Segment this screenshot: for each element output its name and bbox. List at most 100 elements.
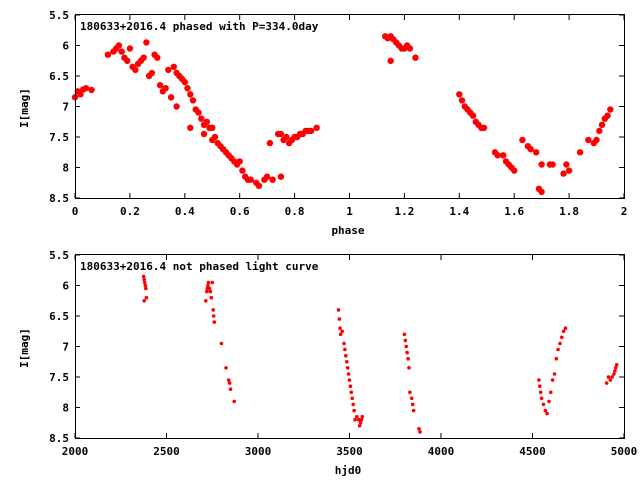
raw-plot-frame bbox=[75, 254, 625, 439]
data-point bbox=[538, 161, 545, 168]
data-point bbox=[209, 295, 214, 300]
data-point bbox=[141, 274, 146, 279]
data-point bbox=[208, 289, 213, 294]
data-point bbox=[585, 136, 592, 144]
data-point bbox=[458, 97, 466, 104]
data-point bbox=[187, 91, 194, 98]
data-point bbox=[132, 66, 139, 74]
raw-x-axis-label: hjd0 bbox=[335, 464, 362, 477]
data-point bbox=[239, 167, 246, 174]
data-point bbox=[204, 299, 208, 303]
data-point bbox=[350, 396, 355, 401]
phased-chart-title: 180633+2016.4 phased with P=334.0day bbox=[80, 20, 319, 33]
data-point bbox=[232, 399, 236, 404]
data-point bbox=[563, 326, 568, 331]
data-point bbox=[142, 299, 146, 303]
data-point bbox=[560, 170, 567, 177]
y-tick-label: 8.5 bbox=[49, 192, 69, 205]
raw-y-ticks: 5.5 6 6.5 7 7.5 8 8.5 bbox=[49, 249, 624, 445]
y-tick-label: 8 bbox=[62, 402, 69, 415]
data-point bbox=[353, 417, 357, 422]
data-point bbox=[283, 133, 290, 141]
data-point bbox=[406, 45, 414, 52]
data-point bbox=[104, 51, 112, 58]
data-point bbox=[173, 103, 180, 110]
data-point bbox=[167, 94, 175, 101]
data-point bbox=[560, 335, 564, 340]
data-point bbox=[550, 378, 555, 382]
phased-y-ticks: 5.5 6 6.5 7 7.5 8 8.5 bbox=[49, 9, 624, 205]
x-tick-label: 2500 bbox=[153, 445, 180, 458]
data-point bbox=[336, 308, 341, 312]
y-tick-label: 5.5 bbox=[49, 9, 69, 22]
data-point bbox=[407, 366, 411, 370]
data-point bbox=[206, 280, 211, 285]
data-point bbox=[156, 82, 164, 89]
data-point bbox=[409, 396, 414, 401]
data-point bbox=[596, 127, 603, 135]
data-point bbox=[358, 421, 363, 425]
phased-plot-frame bbox=[75, 14, 625, 199]
x-tick-label: 1.6 bbox=[504, 205, 524, 218]
data-point bbox=[142, 277, 146, 282]
data-point bbox=[511, 167, 518, 174]
data-point bbox=[144, 295, 149, 300]
x-tick-label: 0.8 bbox=[285, 205, 305, 218]
data-point bbox=[593, 136, 600, 144]
data-point bbox=[124, 57, 131, 64]
phased-data-points bbox=[71, 33, 614, 196]
x-tick-label: 0 bbox=[72, 205, 79, 218]
data-point bbox=[277, 130, 285, 138]
data-point bbox=[198, 115, 205, 122]
data-point bbox=[360, 414, 365, 419]
data-point bbox=[347, 378, 352, 382]
data-point bbox=[210, 280, 215, 285]
data-point bbox=[154, 54, 161, 61]
data-point bbox=[604, 381, 609, 385]
data-point bbox=[170, 63, 177, 70]
data-point bbox=[348, 384, 353, 389]
data-point bbox=[226, 378, 231, 382]
x-tick-label: 3000 bbox=[245, 445, 272, 458]
data-point bbox=[126, 45, 134, 52]
data-point bbox=[612, 372, 616, 376]
data-point bbox=[408, 390, 412, 395]
x-tick-label: 1 bbox=[346, 205, 353, 218]
data-point bbox=[266, 139, 274, 147]
data-point bbox=[533, 149, 540, 156]
data-point bbox=[140, 54, 147, 61]
y-tick-label: 8 bbox=[62, 162, 69, 175]
data-point bbox=[537, 378, 541, 382]
data-point bbox=[405, 350, 409, 355]
data-point bbox=[404, 344, 409, 349]
data-point bbox=[349, 390, 354, 395]
phased-x-ticks: 0 0.2 0.4 0.6 0.8 1 1.2 1.4 1.6 1.8 2 bbox=[72, 15, 627, 218]
data-point bbox=[417, 427, 421, 431]
data-point bbox=[148, 69, 156, 77]
data-point bbox=[165, 66, 172, 74]
data-point bbox=[277, 173, 285, 180]
data-point bbox=[541, 402, 546, 407]
data-point bbox=[402, 332, 407, 337]
data-point bbox=[352, 408, 356, 413]
data-point bbox=[598, 121, 606, 128]
y-tick-label: 5.5 bbox=[49, 249, 69, 262]
data-point bbox=[236, 158, 243, 165]
data-point bbox=[115, 42, 123, 49]
data-point bbox=[418, 430, 422, 434]
data-point bbox=[211, 308, 215, 312]
data-point bbox=[228, 387, 233, 392]
data-point bbox=[604, 112, 611, 119]
raw-data-points bbox=[141, 274, 619, 434]
data-point bbox=[613, 369, 617, 373]
data-point bbox=[554, 356, 559, 361]
data-point bbox=[538, 188, 545, 196]
data-point bbox=[406, 356, 410, 361]
data-point bbox=[181, 78, 188, 86]
y-tick-label: 7.5 bbox=[49, 131, 69, 144]
data-point bbox=[356, 417, 361, 422]
data-point bbox=[342, 341, 346, 346]
data-point bbox=[519, 136, 526, 144]
data-point bbox=[203, 118, 210, 126]
phased-y-axis-label: I[mag] bbox=[18, 88, 31, 128]
